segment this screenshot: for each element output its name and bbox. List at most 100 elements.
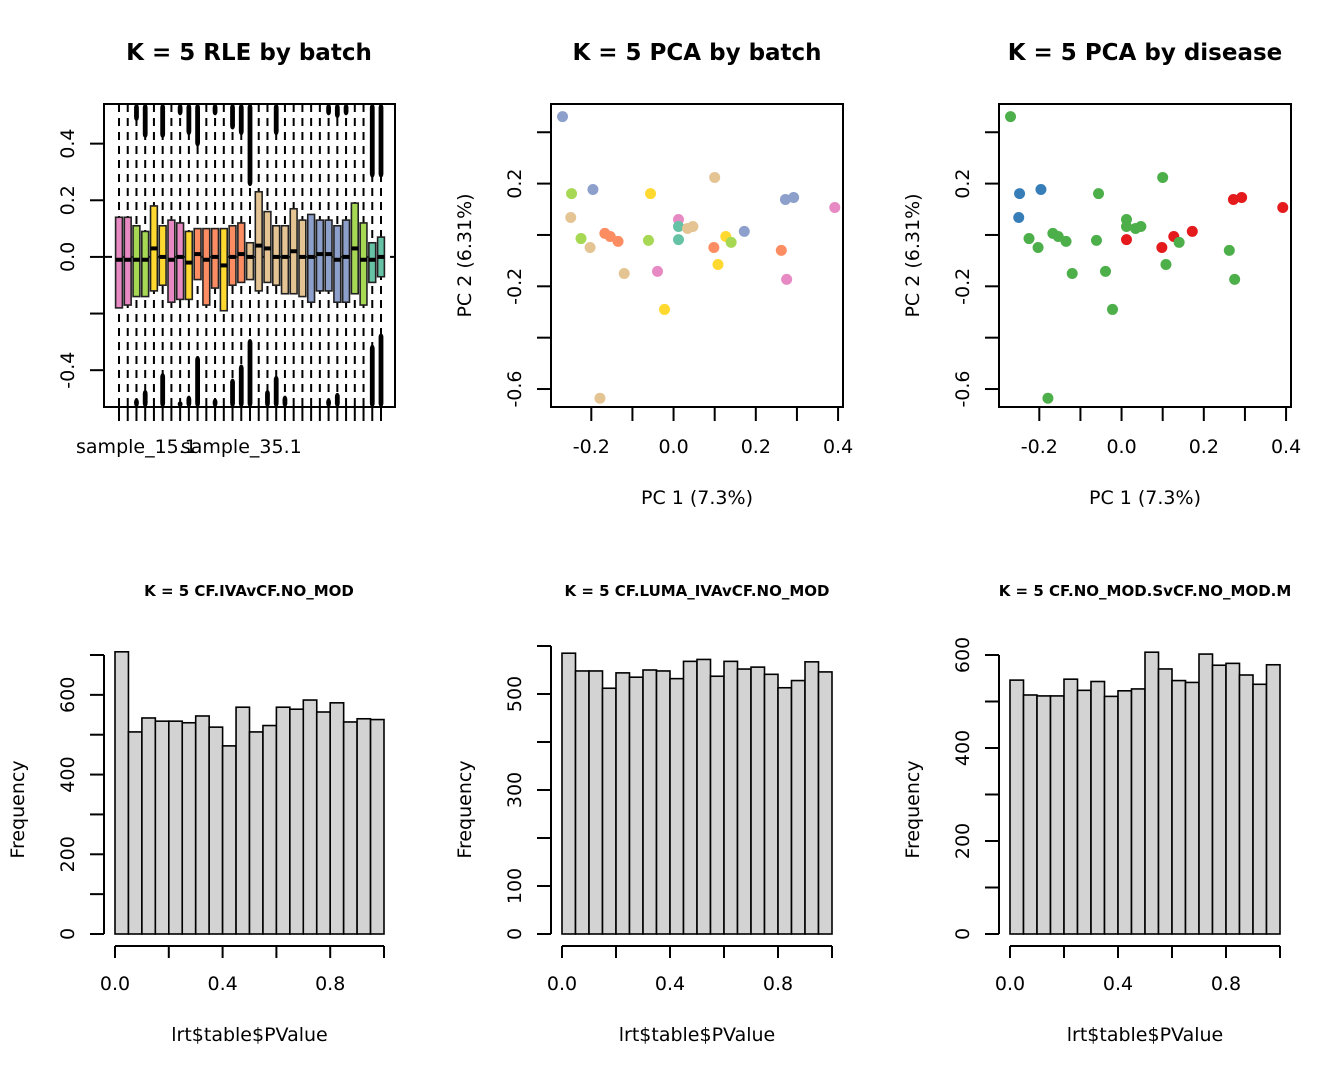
histogram-bar	[682, 660, 698, 935]
data-point	[1023, 233, 1035, 245]
histogram-bar	[1252, 683, 1268, 935]
data-point	[1066, 267, 1078, 279]
rle-outliers-top	[134, 104, 139, 121]
data-point	[1093, 188, 1105, 200]
rle-outliers-bottom	[369, 344, 375, 407]
rle-outliers-bottom	[378, 333, 384, 407]
data-point	[712, 258, 724, 270]
rle-outliers-bottom	[282, 395, 288, 407]
data-point	[1005, 111, 1017, 123]
histogram-bar	[655, 670, 671, 935]
data-point	[672, 234, 684, 246]
rle-outliers-bottom	[273, 375, 279, 407]
x-tick-label: sample_35.1	[181, 436, 302, 458]
data-point	[709, 171, 721, 183]
hist1-panel: K = 5 CF.IVAvCF.NO_MOD 0 200 400 600 0.0 0.4 0.…	[7, 582, 385, 1046]
hist3-panel: K = 5 CF.NO_MOD.SvCF.NO_MOD.M 0 200 400 600 0…	[902, 582, 1291, 1046]
hist2-panel: K = 5 CF.LUMA_IVAvCF.NO_MOD 0 100 300 500 0.0…	[454, 582, 833, 1046]
data-point	[1186, 225, 1198, 237]
y-tick-label: 400	[57, 756, 79, 792]
histogram-bar	[262, 724, 278, 935]
rle-box	[184, 230, 194, 301]
rle-box-group	[245, 104, 255, 421]
histogram-bar	[763, 673, 779, 935]
plot-frame	[998, 103, 1292, 408]
y-tick-label: 0.2	[504, 168, 526, 198]
histogram-bar	[248, 731, 264, 935]
histogram-bar	[615, 672, 631, 935]
data-point	[645, 188, 657, 200]
x-tick-label: 0.4	[1103, 973, 1133, 995]
data-point	[1107, 303, 1119, 315]
data-point	[575, 233, 587, 245]
rle-outliers-top	[160, 104, 166, 138]
x-tick-label: sample_15.1	[76, 436, 197, 458]
rle-box-group	[271, 104, 281, 421]
rle-box	[368, 241, 377, 284]
rle-box-group	[202, 104, 211, 421]
data-point	[594, 392, 606, 404]
histogram-bar	[642, 669, 658, 935]
y-tick-label: 0.4	[57, 129, 79, 159]
x-axis-label: lrt$table$PValue	[1067, 1024, 1223, 1046]
x-tick-label: 0.0	[100, 973, 130, 995]
x-axis-label: lrt$table$PValue	[619, 1024, 775, 1046]
rle-box-group	[175, 104, 185, 421]
rle-outliers-bottom	[195, 356, 201, 407]
plot-frame	[550, 103, 844, 408]
rle-outliers-top	[177, 104, 183, 116]
histogram-bar	[289, 708, 305, 935]
data-point	[829, 201, 841, 213]
histogram-bar	[1103, 695, 1119, 935]
data-point	[1223, 244, 1235, 256]
y-axis-label: Frequency	[7, 760, 29, 858]
x-tick-label: -0.2	[573, 436, 610, 458]
rle-box	[333, 224, 342, 304]
histogram-bar	[1130, 688, 1146, 935]
rle-box	[140, 230, 150, 298]
pca-disease-panel: K = 5 PCA by disease -0.2 0.0 0.2 0.4 -0.6 -0.…	[902, 40, 1301, 509]
histogram-bar	[574, 670, 590, 935]
data-point	[708, 242, 720, 254]
x-tick-label: 0.8	[1211, 973, 1241, 995]
y-tick-label: 300	[504, 772, 526, 808]
data-point	[1277, 201, 1289, 213]
x-tick-label: 0.4	[207, 973, 237, 995]
pca-batch-panel: K = 5 PCA by batch -0.2 0.0 0.2 0.4 -0.6 -0.2 0…	[454, 40, 853, 509]
rle-outliers-top	[369, 104, 375, 178]
rle-box-group	[298, 104, 307, 421]
x-tick-label: 0.8	[315, 973, 345, 995]
y-tick-label: 0.2	[952, 168, 974, 198]
histogram-bar	[1090, 680, 1106, 935]
histogram-bar	[1238, 674, 1254, 935]
data-point	[659, 303, 671, 315]
hist1-title: K = 5 CF.IVAvCF.NO_MOD	[144, 582, 354, 600]
rle-box	[219, 227, 229, 312]
histogram-bar	[1157, 668, 1173, 935]
x-tick-label: 0.4	[823, 436, 853, 458]
y-tick-label: -0.2	[504, 268, 526, 305]
histogram-bar	[1144, 651, 1160, 935]
data-point	[781, 273, 793, 285]
rle-outliers-top	[326, 104, 332, 116]
y-tick-label: 200	[952, 823, 974, 859]
x-tick-label: 0.0	[658, 436, 688, 458]
x-tick-label: 0.2	[1189, 436, 1219, 458]
x-axis-label: PC 1 (7.3%)	[1089, 487, 1201, 509]
histogram-bar	[1036, 695, 1052, 935]
data-point	[788, 191, 800, 203]
y-axis-label: PC 2 (6.31%)	[902, 193, 924, 317]
plot-frame	[103, 103, 396, 408]
x-tick-label: 0.4	[655, 973, 685, 995]
data-point	[738, 225, 750, 237]
data-point	[1060, 235, 1072, 247]
data-point	[725, 236, 737, 248]
rle-box	[280, 224, 290, 295]
data-point	[1035, 184, 1047, 196]
rle-outliers-top	[247, 104, 253, 187]
rle-box-group	[333, 104, 342, 421]
x-tick-label: 0.4	[1271, 436, 1301, 458]
data-point	[775, 244, 787, 256]
rle-outliers-bottom	[186, 395, 192, 407]
